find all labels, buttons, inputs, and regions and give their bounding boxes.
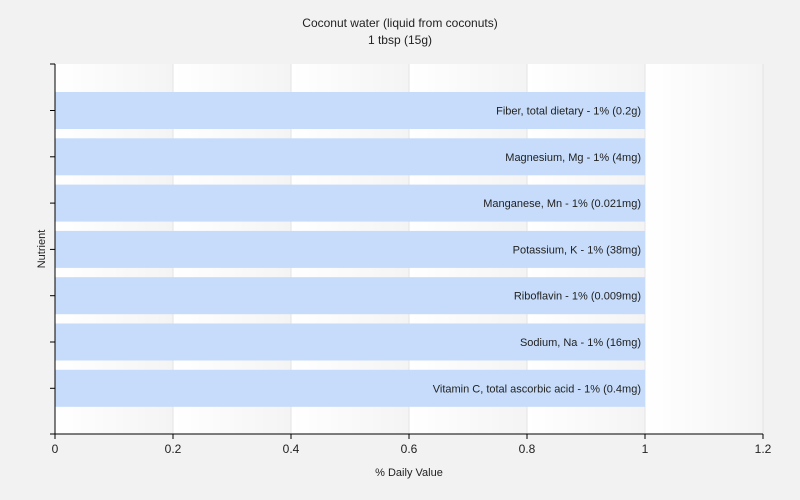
- bar-label: Vitamin C, total ascorbic acid - 1% (0.4…: [433, 383, 641, 395]
- chart-title: Coconut water (liquid from coconuts): [302, 16, 497, 30]
- bar: [55, 323, 645, 361]
- bar: [55, 138, 645, 176]
- bar-label: Riboflavin - 1% (0.009mg): [514, 291, 641, 303]
- x-tick-label: 0.4: [283, 442, 300, 456]
- x-tick-label: 0.6: [401, 442, 418, 456]
- chart-subtitle: 1 tbsp (15g): [368, 33, 432, 47]
- x-tick-label: 1.2: [755, 442, 772, 456]
- x-tick-label: 0: [52, 442, 59, 456]
- bar: [55, 230, 645, 268]
- bar: [55, 92, 645, 129]
- bar-label: Fiber, total dietary - 1% (0.2g): [496, 106, 641, 118]
- grid-band: [646, 64, 763, 434]
- x-tick-label: 1: [642, 442, 649, 456]
- bar: [55, 369, 645, 407]
- x-tick-label: 0.8: [519, 442, 536, 456]
- axes: 0 0.2 0.4 0.6 0.8 1 1.2: [50, 63, 772, 456]
- bar: [55, 277, 645, 315]
- bar-label: Sodium, Na - 1% (16mg): [520, 337, 641, 349]
- bar-label: Manganese, Mn - 1% (0.021mg): [483, 198, 641, 210]
- x-axis-title: % Daily Value: [375, 467, 443, 479]
- bar-label: Potassium, K - 1% (38mg): [513, 244, 641, 256]
- x-tick-label: 0.2: [165, 442, 182, 456]
- y-axis-title: Nutrient: [36, 230, 48, 269]
- bar: [55, 184, 645, 222]
- bar-label: Magnesium, Mg - 1% (4mg): [505, 152, 641, 164]
- bars: Fiber, total dietary - 1% (0.2g) Magnesiu…: [55, 92, 645, 407]
